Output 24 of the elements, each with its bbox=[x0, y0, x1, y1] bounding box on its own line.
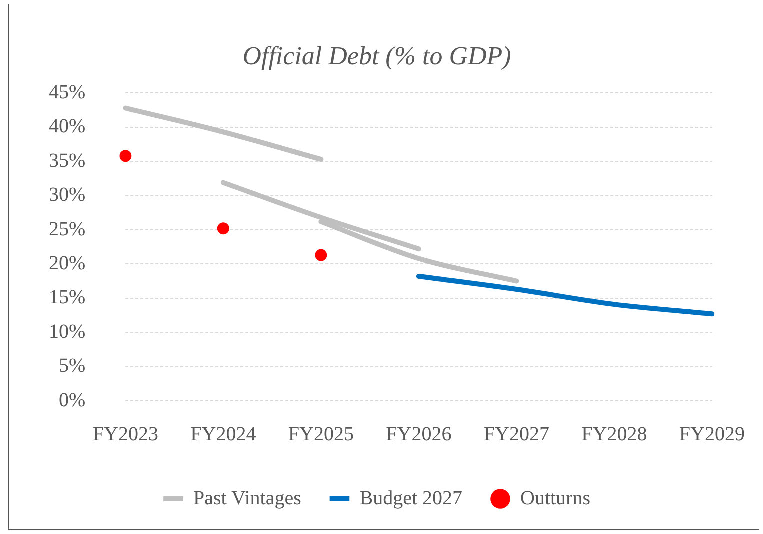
legend-label: Outturns bbox=[520, 487, 591, 510]
legend-label: Past Vintages bbox=[193, 487, 302, 510]
point bbox=[315, 249, 328, 262]
legend-label: Budget 2027 bbox=[360, 487, 463, 510]
y-tick-label: 10% bbox=[48, 320, 86, 343]
point bbox=[120, 150, 132, 162]
x-tick-label: FY2023 bbox=[92, 423, 158, 446]
x-tick-label: FY2026 bbox=[386, 423, 452, 446]
y-tick-label: 25% bbox=[48, 218, 86, 240]
y-tick-label: 5% bbox=[58, 355, 86, 378]
y-tick-label: 30% bbox=[48, 184, 86, 206]
chart-title: Official Debt (% to GDP) bbox=[242, 41, 512, 70]
x-tick-label: FY2028 bbox=[582, 423, 648, 446]
y-tick-label: 15% bbox=[48, 286, 86, 309]
y-tick-label: 45% bbox=[48, 81, 86, 104]
y-tick-label: 35% bbox=[48, 150, 86, 172]
y-tick-label: 40% bbox=[48, 116, 86, 138]
x-tick-label: FY2027 bbox=[484, 423, 550, 446]
x-tick-label: FY2025 bbox=[288, 423, 354, 446]
y-tick-label: 0% bbox=[58, 389, 86, 412]
x-tick-label: FY2024 bbox=[190, 423, 256, 446]
x-tick-label: FY2029 bbox=[679, 423, 746, 446]
point bbox=[217, 222, 230, 235]
y-tick-label: 20% bbox=[48, 252, 86, 274]
